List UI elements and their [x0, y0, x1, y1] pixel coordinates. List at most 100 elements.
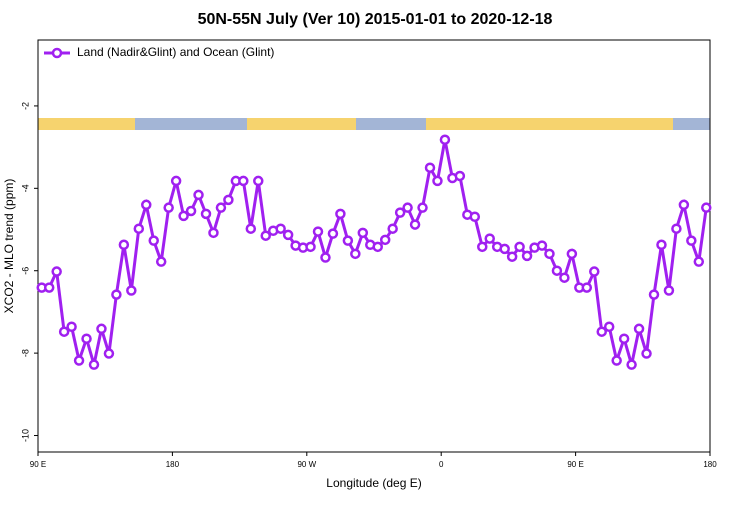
point	[477, 241, 488, 253]
point	[357, 227, 369, 239]
point	[103, 348, 115, 359]
x-tick-label: 180	[166, 460, 180, 469]
point	[111, 289, 122, 300]
point	[238, 175, 249, 187]
point	[118, 239, 130, 251]
point	[350, 248, 361, 260]
point	[163, 202, 174, 213]
point	[424, 162, 436, 173]
point	[581, 282, 593, 293]
point	[686, 235, 697, 246]
point	[514, 241, 525, 253]
point	[618, 333, 630, 344]
point	[678, 199, 690, 211]
point	[66, 321, 77, 333]
point	[193, 189, 204, 201]
point	[51, 266, 62, 277]
point	[327, 228, 339, 239]
point	[469, 211, 481, 222]
point	[693, 256, 705, 267]
point	[409, 219, 421, 230]
point	[648, 289, 660, 300]
point	[342, 235, 354, 246]
point	[394, 207, 406, 218]
point	[178, 210, 189, 222]
point	[73, 355, 85, 366]
y-tick-label: -8	[20, 349, 30, 357]
point	[663, 285, 675, 296]
point	[312, 226, 324, 237]
point	[432, 175, 443, 187]
point	[275, 223, 286, 234]
point	[387, 223, 398, 234]
plot-frame	[37, 39, 711, 453]
point	[417, 202, 428, 213]
point	[536, 240, 548, 251]
point	[208, 227, 219, 239]
point	[506, 251, 518, 262]
point	[611, 355, 622, 366]
point	[596, 326, 607, 337]
point	[671, 223, 682, 234]
y-axis-label: XCO2 - MLO trend (ppm)	[2, 179, 16, 314]
point	[454, 170, 466, 182]
point	[626, 359, 637, 370]
point	[305, 241, 316, 253]
point	[484, 233, 495, 244]
point	[701, 202, 712, 213]
point	[379, 234, 391, 246]
point	[499, 243, 510, 255]
point	[215, 202, 227, 213]
point	[633, 323, 645, 335]
ocean-strip	[135, 118, 247, 130]
x-axis-label: Longitude (deg E)	[326, 476, 421, 490]
y-tick-label: -2	[20, 102, 30, 110]
point	[245, 223, 257, 234]
point	[170, 175, 182, 187]
point	[603, 321, 615, 333]
point	[641, 348, 652, 359]
point	[155, 256, 167, 267]
point	[566, 248, 578, 260]
point	[88, 359, 100, 370]
legend-label: Land (Nadir&Glint) and Ocean (Glint)	[77, 45, 274, 59]
x-tick-label: 180	[703, 460, 717, 469]
point	[200, 208, 212, 220]
ocean-strip	[356, 118, 426, 130]
land-ocean-strip	[38, 118, 710, 130]
point	[253, 175, 264, 187]
point	[559, 272, 570, 283]
point	[335, 208, 346, 220]
x-tick-label: 90 E	[567, 460, 583, 469]
x-tick-label: 90 W	[297, 460, 316, 469]
y-tick-label: -6	[20, 267, 30, 275]
y-tick-label: -4	[20, 184, 30, 192]
point	[521, 250, 533, 262]
point	[185, 205, 197, 217]
point	[58, 326, 70, 337]
ocean-strip	[673, 118, 710, 130]
point	[544, 248, 555, 260]
point	[551, 265, 563, 276]
y-tick-label: -10	[20, 429, 30, 442]
point	[223, 194, 234, 206]
chart-title: 50N-55N July (Ver 10) 2015-01-01 to 2020…	[198, 11, 553, 28]
point	[260, 230, 271, 241]
point	[96, 323, 107, 335]
point	[282, 229, 294, 241]
point	[589, 266, 600, 277]
x-tick-label: 0	[439, 460, 444, 469]
point	[148, 235, 159, 246]
point	[141, 199, 152, 211]
point	[656, 239, 667, 251]
point	[43, 282, 55, 293]
point	[81, 333, 92, 344]
point	[320, 252, 331, 263]
point	[439, 134, 451, 145]
x-tick-label: 90 E	[30, 460, 46, 469]
legend-marker	[51, 47, 63, 59]
point	[372, 241, 383, 253]
point	[402, 202, 413, 213]
point	[133, 223, 145, 234]
